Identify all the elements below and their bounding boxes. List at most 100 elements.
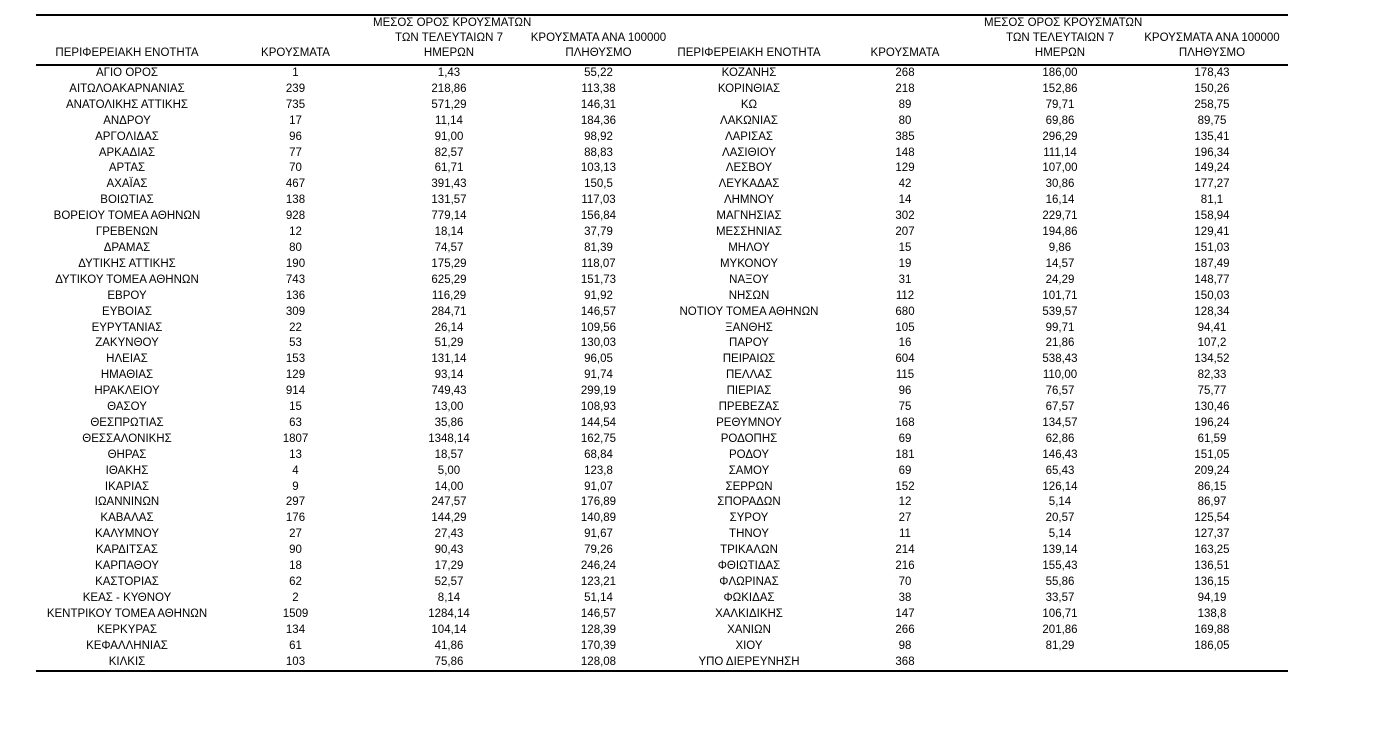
cell-left-cases: 22 <box>289 321 302 334</box>
cell-right-avg7: 20,57 <box>1045 512 1075 525</box>
cell-right-avg7: 111,14 <box>1043 146 1077 159</box>
cell-left-cases: 96 <box>289 130 302 143</box>
cell-right-per100k: 258,75 <box>1194 98 1230 111</box>
table-header: ΠΕΡΙΦΕΡΕΙΑΚΗ ΕΝΟΤΗΤΑ ΚΡΟΥΣΜΑΤΑ ΜΕΣΟΣ ΟΡΟ… <box>36 15 1288 66</box>
cell-right-avg7: 139,14 <box>1042 544 1078 557</box>
cell-left-per100k: 128,08 <box>580 655 617 668</box>
header-per100k-right: ΚΡΟΥΣΜΑΤΑ ΑΝΑ 100000 ΠΛΗΘΥΣΜΟ <box>1136 15 1288 66</box>
cell-left-avg7: 27,43 <box>434 528 464 541</box>
cell-right-region: ΚΟΖΑΝΗΣ <box>721 67 777 79</box>
cell-left-cases: 297 <box>285 496 306 509</box>
cell-left-per100k: 246,24 <box>580 560 617 573</box>
cell-right-region: ΝΟΤΙΟΥ ΤΟΜΕΑ ΑΘΗΝΩΝ <box>679 305 819 318</box>
cell-right-per100k: 94,41 <box>1197 321 1227 334</box>
cell-left-cases: 80 <box>289 241 302 254</box>
table-row: ΗΜΑΘΙΑΣ 129 93,14 91,74 ΠΕΛΛΑΣ 115 110,00 82,33 <box>36 368 1288 384</box>
cell-right-per100k: 129,41 <box>1194 226 1230 239</box>
cell-right-region: ΞΑΝΘΗΣ <box>725 321 773 334</box>
cell-right-per100k: 86,15 <box>1197 480 1227 493</box>
header-cases-right-label: ΚΡΟΥΣΜΑΤΑ <box>870 47 940 59</box>
cell-right-region: ΠΡΕΒΕΖΑΣ <box>718 401 780 414</box>
table-body: ΑΓΙΟ ΟΡΟΣ 1 1,43 55,22 ΚΟΖΑΝΗΣ 268 186,00 178,4… <box>36 65 1288 671</box>
cell-left-avg7: 13,00 <box>434 401 464 414</box>
table-row: ΔΡΑΜΑΣ 80 74,57 81,39 ΜΗΛΟΥ 15 9,86 151,03 <box>36 241 1288 257</box>
cell-right-avg7: 21,86 <box>1045 337 1075 350</box>
cell-left-region: ΘΑΣΟΥ <box>107 401 147 414</box>
cell-left-region: ΓΡΕΒΕΝΩΝ <box>95 226 159 239</box>
cell-left-cases: 914 <box>285 385 306 398</box>
cell-right-avg7: 16,14 <box>1045 194 1075 207</box>
cell-left-cases: 61 <box>289 639 302 652</box>
covid-regional-cases-table: ΠΕΡΙΦΕΡΕΙΑΚΗ ΕΝΟΤΗΤΑ ΚΡΟΥΣΜΑΤΑ ΜΕΣΟΣ ΟΡΟ… <box>36 14 1288 673</box>
cell-left-per100k: 123,8 <box>584 464 613 477</box>
cell-left-per100k: 170,39 <box>580 639 617 652</box>
cell-right-cases: 152 <box>895 480 915 493</box>
cell-right-region: ΤΗΝΟΥ <box>729 528 769 541</box>
cell-right-per100k: 169,88 <box>1194 623 1230 636</box>
cell-right-avg7: 9,86 <box>1048 241 1072 254</box>
cell-right-avg7: 146,43 <box>1042 448 1078 461</box>
cell-right-per100k: 82,33 <box>1197 369 1227 382</box>
cell-left-avg7: 1,43 <box>437 67 461 79</box>
cell-right-region: ΣΑΜΟΥ <box>728 464 770 477</box>
cell-right-avg7: 186,00 <box>1042 67 1078 79</box>
cell-left-per100k: 130,03 <box>580 337 617 350</box>
cell-right-per100k: 163,25 <box>1194 544 1230 557</box>
cell-right-per100k: 209,24 <box>1194 464 1230 477</box>
cell-right-cases: 168 <box>895 416 915 429</box>
cell-left-per100k: 146,57 <box>580 305 617 318</box>
cell-right-avg7: 55,86 <box>1045 576 1075 588</box>
header-region-right-label: ΠΕΡΙΦΕΡΕΙΑΚΗ ΕΝΟΤΗΤΑ <box>677 47 821 59</box>
cell-right-cases: 604 <box>895 353 915 366</box>
cell-left-per100k: 55,22 <box>584 67 613 79</box>
cell-right-per100k: 134,52 <box>1194 353 1230 366</box>
cell-right-per100k: 178,43 <box>1194 67 1230 79</box>
cell-right-region: ΠΑΡΟΥ <box>729 337 769 350</box>
header-region-right: ΠΕΡΙΦΕΡΕΙΑΚΗ ΕΝΟΤΗΤΑ <box>672 15 826 66</box>
cell-right-region: ΝΗΣΩΝ <box>728 289 770 302</box>
cell-left-per100k: 146,57 <box>580 607 617 620</box>
cell-left-region: ΘΗΡΑΣ <box>107 448 147 461</box>
table-row: ΘΕΣΠΡΩΤΙΑΣ 63 35,86 144,54 ΡΕΘΥΜΝΟΥ 168 134,57… <box>36 416 1288 432</box>
cell-right-cases: 42 <box>898 178 912 191</box>
cell-left-avg7: 218,86 <box>431 82 467 95</box>
cell-left-avg7: 18,57 <box>434 448 464 461</box>
cell-right-region: ΝΑΞΟΥ <box>729 273 769 286</box>
cell-left-per100k: 88,83 <box>584 146 613 159</box>
cell-left-cases: 138 <box>285 194 306 207</box>
cell-left-cases: 63 <box>289 416 302 429</box>
cell-right-cases: 385 <box>895 130 915 143</box>
cell-left-avg7: 91,00 <box>434 130 464 143</box>
cell-left-per100k: 91,67 <box>584 528 613 541</box>
cell-left-per100k: 98,92 <box>584 130 613 143</box>
table-row: ΔΥΤΙΚΗΣ ΑΤΤΙΚΗΣ 190 175,29 118,07 ΜΥΚΟΝΟΥ 19 1… <box>36 257 1288 273</box>
table-row: ΕΥΡΥΤΑΝΙΑΣ 22 26,14 109,56 ΞΑΝΘΗΣ 105 99,71 94,… <box>36 321 1288 337</box>
cell-right-cases: 11 <box>899 528 911 541</box>
cell-left-cases: 15 <box>289 401 302 414</box>
cell-right-cases: 216 <box>895 560 915 573</box>
cell-left-avg7: 18,14 <box>434 226 464 239</box>
cell-right-cases: 75 <box>898 401 912 414</box>
cell-right-region: ΜΥΚΟΝΟΥ <box>719 257 779 270</box>
cell-right-per100k: 149,24 <box>1194 162 1230 175</box>
cell-right-per100k: 125,54 <box>1194 512 1230 525</box>
cell-left-per100k: 146,31 <box>580 98 617 111</box>
cell-left-region: ΑΧΑΪΑΣ <box>106 178 148 191</box>
cell-left-avg7: 14,00 <box>434 480 464 493</box>
cell-left-avg7: 5,00 <box>437 464 461 477</box>
cell-left-region: ΗΛΕΙΑΣ <box>106 353 148 366</box>
cell-right-per100k: 61,59 <box>1197 432 1227 445</box>
cell-right-per100k: 187,49 <box>1194 257 1230 270</box>
cell-left-avg7: 1284,14 <box>428 607 470 620</box>
cell-left-avg7: 26,14 <box>434 321 464 334</box>
cell-left-avg7: 8,14 <box>437 591 461 604</box>
cell-right-region: ΜΗΛΟΥ <box>728 241 770 254</box>
table-row: ΙΩΑΝΝΙΝΩΝ 297 247,57 176,89 ΣΠΟΡΑΔΩΝ 12 5,14 86… <box>36 495 1288 511</box>
cell-right-region: ΛΗΜΝΟΥ <box>723 194 775 207</box>
cell-right-per100k: 196,34 <box>1194 146 1230 159</box>
cell-right-per100k: 89,75 <box>1197 114 1227 127</box>
header-cases-left-label: ΚΡΟΥΣΜΑΤΑ <box>261 47 330 59</box>
cell-right-cases: 15 <box>898 241 912 254</box>
cell-right-region: ΣΠΟΡΑΔΩΝ <box>717 496 781 509</box>
cell-left-avg7: 779,14 <box>431 210 467 223</box>
